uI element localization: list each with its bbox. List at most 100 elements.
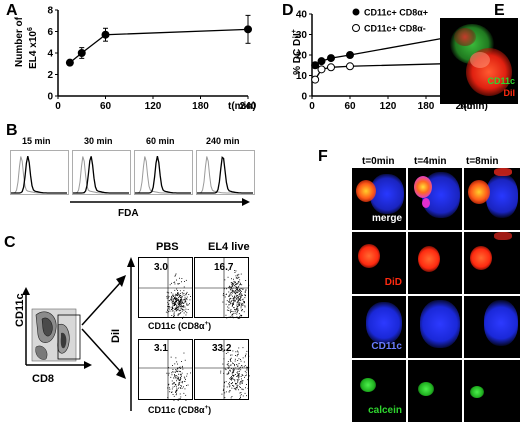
scatter-dot <box>175 297 177 299</box>
scatter-dot <box>237 308 239 310</box>
scatter-dot <box>167 309 168 311</box>
scatter-dot <box>235 382 236 384</box>
scatter-dot <box>238 377 239 379</box>
scatter-dot <box>228 291 230 293</box>
scatter-dot <box>242 357 244 359</box>
scatter-dot <box>244 297 246 299</box>
scatter-dot <box>174 302 176 304</box>
scatter-dot <box>168 305 170 307</box>
scatter-dot <box>234 299 236 301</box>
scatter-dot <box>234 380 236 382</box>
scatter-dot <box>229 289 231 291</box>
scatter-dot <box>224 381 225 383</box>
scatter-dot <box>181 304 182 306</box>
scatter-dot <box>236 368 238 370</box>
scatter-dot <box>177 367 179 369</box>
panel-e-label-cd11c: CD11c <box>487 76 515 86</box>
scatter-dot <box>168 383 170 385</box>
scatter-dot <box>241 365 242 366</box>
scatter-dot <box>241 382 243 384</box>
scatter-dot <box>234 292 236 294</box>
scatter-dot <box>183 305 185 307</box>
scatter-dot <box>184 388 186 390</box>
scatter-dot <box>227 361 229 362</box>
scatter-dot <box>173 298 175 299</box>
scatter-dot <box>235 387 237 389</box>
scatter-dot <box>167 312 169 314</box>
scatter-dot <box>230 288 232 290</box>
scatter-dot <box>182 301 184 303</box>
scatter-dot <box>238 300 239 302</box>
scatter-dot <box>233 371 235 373</box>
scatter-dot <box>175 309 177 310</box>
scatter-dot <box>231 383 233 384</box>
scatter-dot <box>240 290 242 292</box>
scatter-dot <box>243 300 244 302</box>
scatter-dot <box>175 384 177 386</box>
scatter-dot <box>175 299 177 301</box>
scatter-dot <box>241 378 242 380</box>
scatter-dot <box>228 295 230 297</box>
scatter-dot <box>240 288 242 290</box>
scatter-dot <box>224 397 226 399</box>
chart-d-x-tick-label: 60 <box>344 101 356 112</box>
scatter-dot <box>179 294 181 296</box>
scatter-dot <box>181 385 182 387</box>
chart-d-data-point <box>327 63 335 72</box>
scatter-dot <box>231 387 233 389</box>
scatter-dot <box>171 301 173 303</box>
chart-d-x-tick-label: 0 <box>309 101 315 112</box>
scatter-dot <box>235 277 237 279</box>
scatter-dot <box>235 282 236 283</box>
scatter-dot <box>183 386 184 388</box>
scatter-dot <box>235 284 237 286</box>
scatter-dot <box>231 292 232 294</box>
f-label-cd11c: CD11c <box>371 341 402 352</box>
panel-f-time-0: t=0min <box>362 156 395 167</box>
scatter-dot <box>235 294 237 296</box>
scatter-dot <box>232 304 233 306</box>
scatter-dot <box>177 368 178 370</box>
scatter-dot <box>175 300 177 302</box>
scatter-dot <box>228 366 230 368</box>
scatter-dot <box>180 312 182 313</box>
scatter-dot <box>238 289 240 290</box>
scatter-dot <box>244 290 246 292</box>
chart-d-y-tick-label: 40 <box>296 10 308 21</box>
scatter-dot <box>236 289 238 290</box>
scatter-dot <box>184 380 186 382</box>
scatter-dot <box>224 279 226 281</box>
scatter-dot <box>236 303 238 305</box>
scatter-dot <box>183 303 185 304</box>
scatter-dot <box>186 296 188 298</box>
scatter-dot <box>184 377 186 379</box>
scatter-dot <box>176 361 178 363</box>
scatter-dot <box>231 284 233 286</box>
scatter-dot <box>190 372 191 374</box>
scatter-dot <box>176 388 178 390</box>
scatter-dot <box>230 286 232 288</box>
scatter-dot <box>178 384 180 386</box>
scatter-dot <box>230 310 232 312</box>
scatter-dot <box>179 303 181 305</box>
scatter-dot <box>227 362 229 364</box>
scatter-dot <box>180 300 181 302</box>
scatter-dot <box>173 395 175 397</box>
scatter-dot <box>173 314 175 316</box>
scatter-dot <box>237 354 238 356</box>
scatter-dot <box>174 377 176 379</box>
scatter-dot <box>179 304 181 305</box>
chart-d-x-tick-label: 120 <box>380 101 397 112</box>
scatter-dot <box>179 373 181 375</box>
scatter-dot <box>177 309 179 311</box>
scatter-dot <box>188 294 190 295</box>
panel-label-f: F <box>318 148 328 165</box>
scatter-dot <box>168 367 170 369</box>
scatter-dot <box>222 363 224 365</box>
scatter-dot <box>230 292 231 294</box>
scatter-dot <box>172 383 174 385</box>
scatter-dot <box>229 369 231 371</box>
scatter-dot <box>240 292 241 293</box>
scatter-dot <box>233 302 235 304</box>
scatter-dot <box>190 296 191 297</box>
